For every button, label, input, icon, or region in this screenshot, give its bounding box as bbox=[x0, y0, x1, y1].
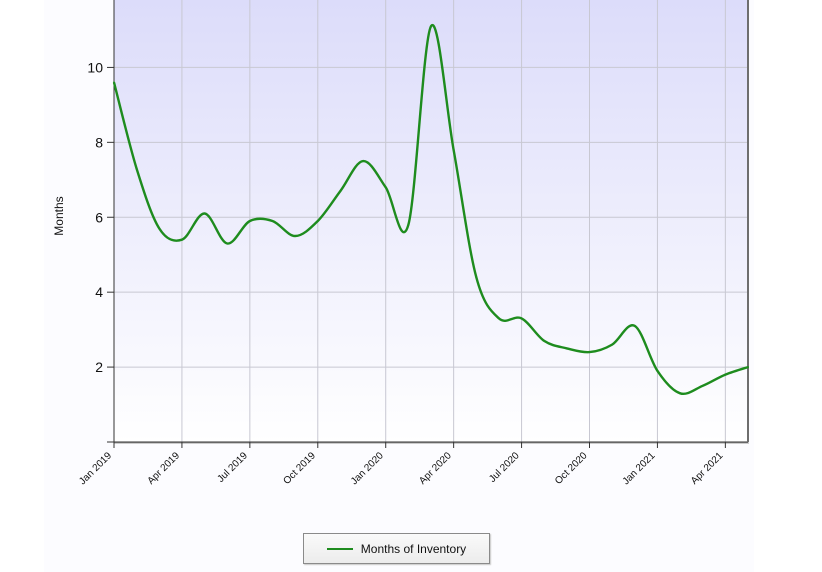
series-layer bbox=[112, 23, 749, 396]
y-tick-label: 4 bbox=[95, 284, 103, 300]
y-axis-ticks: 2 4 6 8 10 bbox=[87, 59, 114, 443]
x-tick-label: Jul 2019 bbox=[215, 450, 250, 485]
data-point bbox=[724, 373, 727, 376]
plot-area bbox=[114, 0, 748, 442]
data-point bbox=[339, 190, 342, 192]
x-axis-ticks: Jan 2019 Apr 2019 Jul 2019 Oct 2019 Jan 2020… bbox=[77, 442, 726, 487]
y-tick-label: 2 bbox=[95, 359, 103, 375]
data-point bbox=[248, 220, 251, 222]
data-point bbox=[226, 242, 229, 245]
data-point bbox=[747, 366, 749, 369]
data-point bbox=[520, 317, 523, 320]
x-tick-label: Oct 2020 bbox=[553, 450, 590, 487]
x-tick-label: Jul 2020 bbox=[487, 450, 522, 485]
data-point bbox=[588, 351, 591, 354]
data-point bbox=[633, 324, 636, 327]
data-point bbox=[701, 384, 704, 387]
data-point bbox=[203, 212, 206, 215]
x-tick-label: Apr 2019 bbox=[146, 450, 183, 487]
data-point bbox=[384, 186, 387, 189]
data-point bbox=[135, 167, 138, 170]
y-axis-title: Months bbox=[52, 196, 66, 235]
data-point bbox=[294, 235, 297, 237]
data-point bbox=[497, 317, 500, 320]
x-tick-label: Oct 2019 bbox=[281, 450, 318, 487]
data-point bbox=[158, 227, 161, 230]
x-tick-label: Jan 2020 bbox=[349, 450, 386, 487]
legend: Months of Inventory bbox=[303, 533, 490, 564]
data-point bbox=[543, 339, 546, 342]
data-point bbox=[452, 148, 455, 151]
data-point bbox=[679, 392, 682, 395]
legend-swatch-months-of-inventory bbox=[326, 547, 353, 550]
data-point bbox=[430, 25, 432, 28]
data-point bbox=[316, 220, 319, 222]
y-tick-label: 6 bbox=[95, 209, 103, 225]
x-tick-label: Jan 2021 bbox=[621, 450, 658, 487]
data-point bbox=[565, 347, 568, 350]
data-point bbox=[113, 81, 115, 84]
data-point bbox=[656, 369, 659, 372]
data-point bbox=[407, 223, 410, 226]
x-tick-label: Apr 2021 bbox=[689, 450, 726, 487]
grid-lines bbox=[113, 0, 748, 442]
x-tick-label: Apr 2020 bbox=[417, 450, 454, 487]
data-point bbox=[180, 238, 183, 241]
data-point bbox=[271, 220, 274, 222]
data-point bbox=[475, 276, 478, 279]
data-point bbox=[611, 343, 614, 346]
x-tick-label: Jan 2019 bbox=[77, 450, 114, 487]
legend-label-months-of-inventory: Months of Inventory bbox=[360, 541, 467, 556]
data-point bbox=[362, 160, 365, 163]
y-tick-label: 10 bbox=[87, 59, 103, 75]
y-tick-label: 8 bbox=[95, 134, 103, 150]
